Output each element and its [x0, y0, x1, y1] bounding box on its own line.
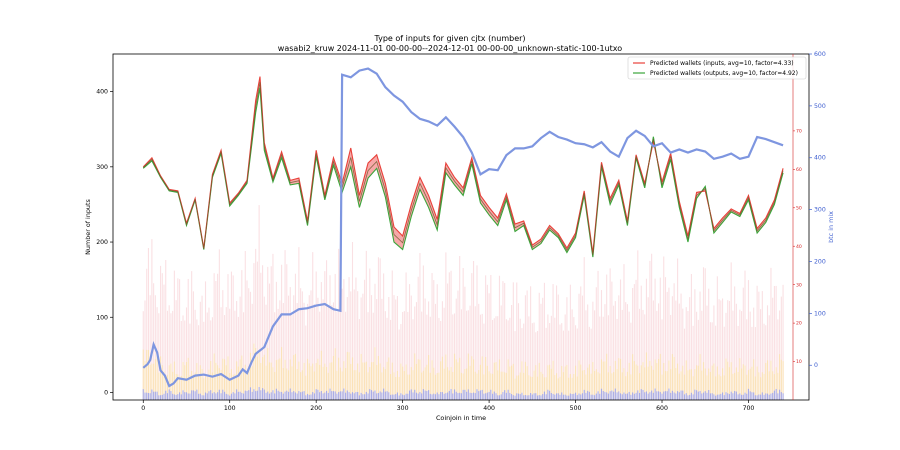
series-inputs-line	[142, 76, 784, 254]
legend-entry-outputs: Predicted wallets (outputs, avg=10, fact…	[650, 70, 798, 77]
y-axis-right: 0 100 200 300 400 500 600	[809, 51, 826, 369]
legend: Predicted wallets (inputs, avg=10, facto…	[627, 56, 807, 80]
y3-tick-label: 0	[814, 362, 818, 369]
legend-box	[627, 56, 807, 80]
y2-tick-label: 60	[796, 167, 802, 173]
x-tick-label: 200	[310, 405, 322, 412]
y2-tick-label: 50	[796, 205, 802, 211]
series-lines-layer	[142, 67, 784, 388]
x-tick-label: 500	[570, 405, 582, 412]
y2-tick-label: 70	[796, 128, 802, 134]
y-tick-label: 0	[104, 389, 108, 396]
series-combined-line	[142, 82, 784, 256]
y-tick-label: 400	[96, 89, 108, 96]
y-axis-left: 0 100 200 300 400	[96, 89, 113, 396]
x-tick-label: 300	[397, 405, 409, 412]
chart-subtitle: wasabi2_kruw 2024-11-01 00-00-00--2024-1…	[278, 44, 622, 53]
chart-title: Type of inputs for given cjtx (number)	[373, 34, 525, 43]
y-axis-middle: 10 20 30 40 50 60 70	[792, 54, 802, 400]
plot-frame	[112, 53, 810, 401]
y-tick-label: 100	[96, 314, 108, 321]
series-outputs-line	[142, 87, 784, 258]
y-axis-label: Number of inputs	[84, 199, 92, 255]
y2-tick-label: 10	[796, 359, 802, 365]
series-btc-line	[142, 67, 784, 388]
y3-tick-label: 600	[814, 51, 826, 58]
x-tick-label: 100	[224, 405, 236, 412]
bar-series-3	[142, 387, 784, 400]
x-tick-label: 400	[483, 405, 495, 412]
y-tick-label: 200	[96, 239, 108, 246]
y3-tick-label: 400	[814, 155, 826, 162]
legend-entry-inputs: Predicted wallets (inputs, avg=10, facto…	[650, 60, 794, 67]
y2-tick-label: 20	[796, 321, 802, 327]
y3-tick-label: 100	[814, 310, 826, 317]
x-tick-label: 700	[743, 405, 755, 412]
x-axis: 0 100 200 300 400 500 600 700	[141, 400, 754, 412]
y3-tick-label: 500	[814, 103, 826, 110]
y2-tick-label: 30	[796, 282, 802, 288]
y3-tick-label: 300	[814, 207, 826, 214]
y3-tick-label: 200	[814, 258, 826, 265]
y3-axis-label: btc in mix	[827, 211, 835, 243]
x-tick-label: 600	[656, 405, 668, 412]
inputs-outputs-gap-fill	[143, 76, 784, 258]
x-tick-label: 0	[141, 405, 145, 412]
background-bars-layer	[142, 205, 784, 400]
y-tick-label: 300	[96, 164, 108, 171]
y2-tick-label: 40	[796, 244, 802, 250]
x-axis-label: Coinjoin in time	[436, 414, 486, 422]
